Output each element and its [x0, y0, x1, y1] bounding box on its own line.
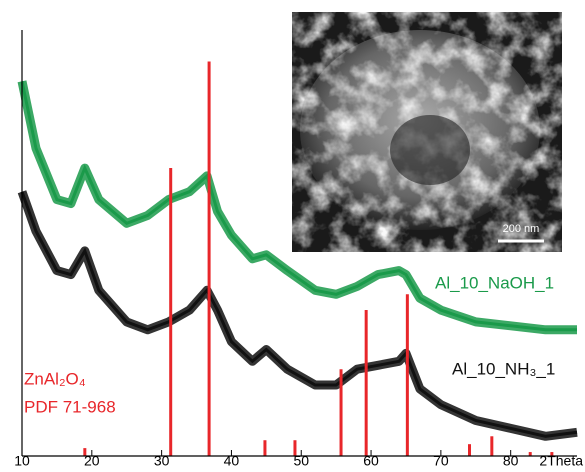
scale-bar-label: 200 nm	[503, 223, 540, 235]
x-tick-label: 20	[84, 453, 100, 467]
x-tick-label: 70	[433, 453, 449, 467]
x-tick-label: 10	[14, 453, 30, 467]
x-tick-label: 40	[224, 453, 240, 467]
x-axis-label: 2Theta	[539, 453, 583, 467]
x-tick-label: 50	[293, 453, 309, 467]
reference-label: PDF 71-968	[24, 397, 116, 416]
reference-label: ZnAl₂O₄	[24, 369, 86, 388]
x-tick-label: 80	[503, 453, 519, 467]
chart: 200 nm Al_10_NaOH_1 Al_10_NH₃_1 ZnAl₂O₄ PDF…	[0, 0, 585, 467]
series-label: Al_10_NH₃_1	[452, 359, 555, 378]
x-tick-label: 30	[154, 453, 170, 467]
sem-inset: 200 nm	[292, 12, 562, 252]
x-tick-label: 60	[363, 453, 379, 467]
sem-shadow	[390, 115, 470, 185]
series-label: Al_10_NaOH_1	[435, 273, 554, 292]
